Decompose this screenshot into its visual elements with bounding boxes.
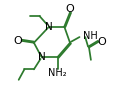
Text: N: N: [38, 52, 45, 62]
Text: O: O: [97, 37, 106, 47]
Text: NH₂: NH₂: [48, 68, 67, 78]
Text: O: O: [14, 36, 23, 46]
Text: N: N: [45, 22, 53, 32]
Text: NH: NH: [83, 31, 98, 41]
Text: O: O: [66, 4, 74, 14]
